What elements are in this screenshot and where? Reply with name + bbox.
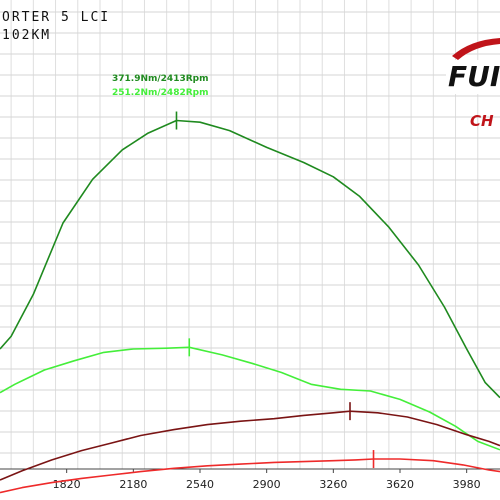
series-line-0: [0, 119, 500, 399]
x-tick-label: 2180: [119, 478, 147, 491]
chart-grid: [0, 0, 500, 469]
peak-annotation-green: 371.9Nm/2413Rpm: [112, 74, 208, 84]
x-tick-label: 3980: [453, 478, 481, 491]
x-tick-label: 2900: [253, 478, 281, 491]
x-tick-label: 3260: [319, 478, 347, 491]
logo-text: FUI: [448, 60, 500, 93]
logo-plate: [446, 60, 500, 94]
series-line-2: [0, 410, 500, 481]
series-line-3: [0, 458, 500, 494]
header-title: ORTER 5 LCI: [2, 10, 110, 25]
series-group: [0, 111, 500, 494]
x-tick-label: 2540: [186, 478, 214, 491]
header-subtitle: 102KM: [2, 28, 51, 43]
peak-annotation-lightgreen: 251.2Nm/2482Rpm: [112, 88, 208, 98]
x-tick-label: 3620: [386, 478, 414, 491]
series-line-1: [0, 346, 500, 451]
logo-subtext: CH: [470, 112, 494, 130]
brand-logo: FUI CH: [446, 38, 500, 130]
logo-swoosh-icon: [452, 38, 500, 60]
